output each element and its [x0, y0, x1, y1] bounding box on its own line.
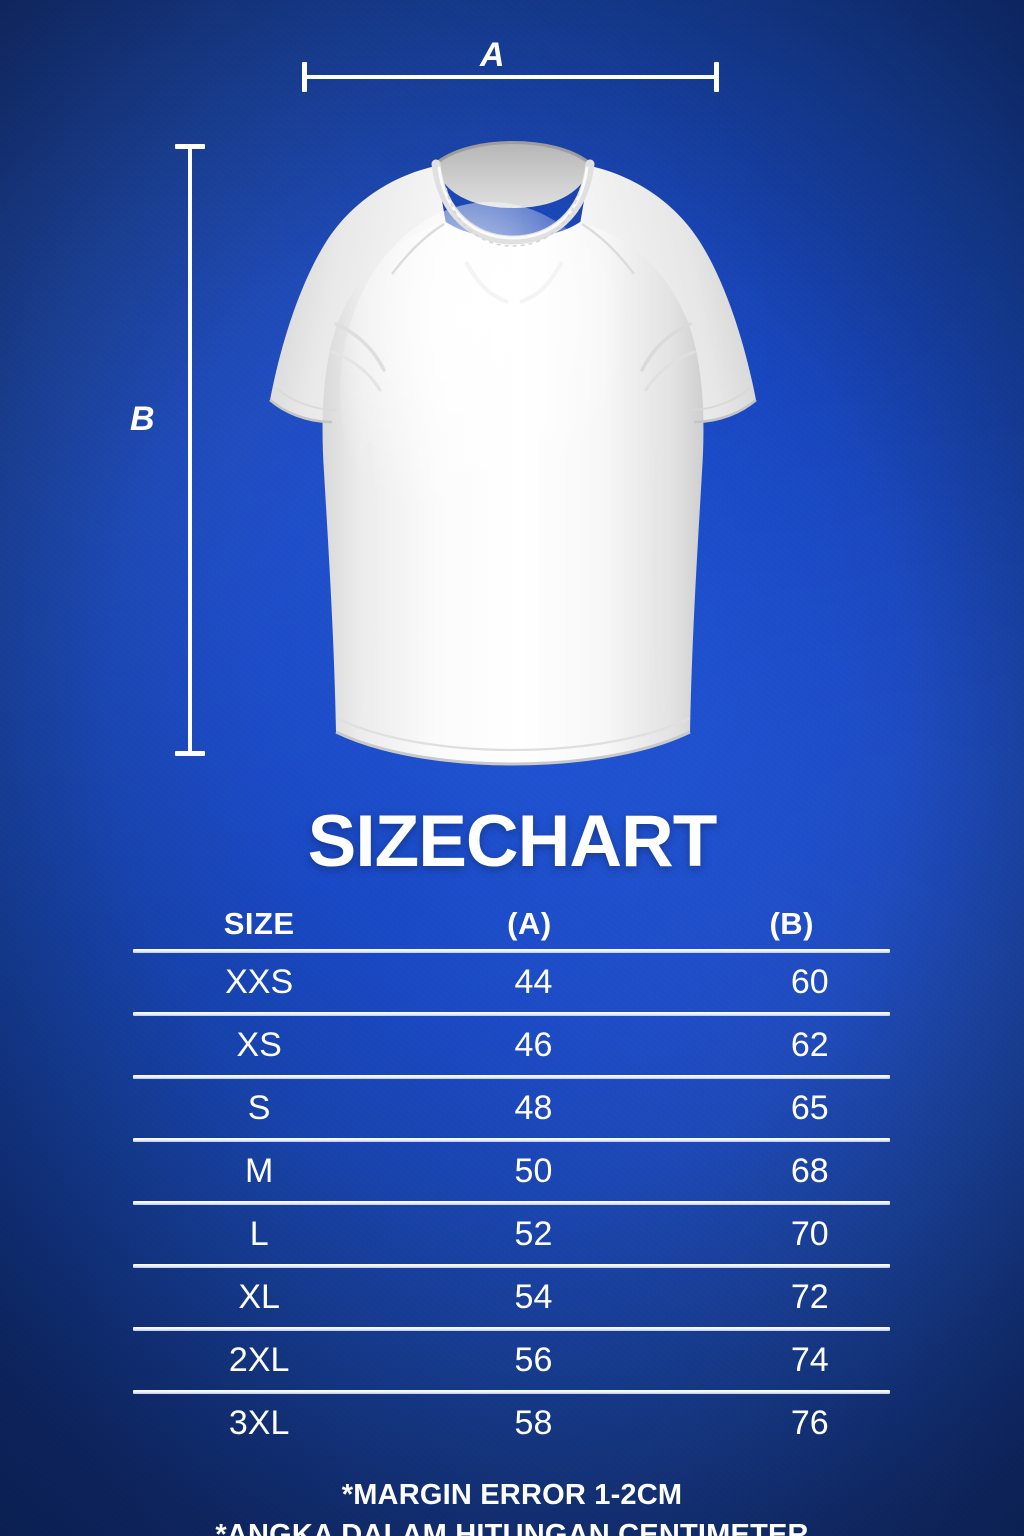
size-table: SIZE (A) (B) XXS 44 60 XS 46 62 S 48 65 …	[133, 900, 890, 1452]
dimension-line-a	[302, 62, 719, 92]
cell-b: 74	[790, 1341, 829, 1379]
column-header-b: (B)	[769, 906, 815, 941]
table-header-row: SIZE (A) (B)	[133, 900, 890, 948]
table-row: XXS 44 60	[133, 954, 890, 1011]
cell-b: 68	[790, 1152, 829, 1190]
cell-a: 44	[514, 963, 553, 1001]
dimension-line-b	[175, 144, 205, 756]
table-divider	[133, 1201, 890, 1205]
table-row: M 50 68	[133, 1143, 890, 1200]
page-title: SIZECHART	[307, 801, 718, 882]
cell-size: XL	[238, 1278, 280, 1316]
cell-b: 72	[790, 1278, 829, 1316]
table-divider	[133, 1264, 890, 1268]
table-divider	[133, 1012, 890, 1016]
table-row: XS 46 62	[133, 1017, 890, 1074]
footnotes: *MARGIN ERROR 1-2CM *ANGKA DALAM HITUNGA…	[0, 1475, 1024, 1536]
column-header-size: SIZE	[223, 906, 295, 941]
cell-size: 2XL	[228, 1341, 290, 1379]
cell-size: XXS	[225, 963, 294, 1001]
table-divider	[133, 1327, 890, 1331]
table-divider	[133, 1390, 890, 1394]
cell-b: 76	[790, 1404, 829, 1442]
table-row: XL 54 72	[133, 1269, 890, 1326]
dimension-label-b: B	[130, 400, 155, 438]
table-divider	[133, 1075, 890, 1079]
cell-a: 58	[514, 1404, 553, 1442]
cell-size: 3XL	[228, 1404, 290, 1442]
cell-size: M	[244, 1152, 274, 1190]
cell-b: 62	[790, 1026, 829, 1064]
cell-size: XS	[236, 1026, 282, 1064]
footnote-margin-error: *MARGIN ERROR 1-2CM	[341, 1479, 683, 1511]
table-row: 2XL 56 74	[133, 1332, 890, 1389]
cell-a: 46	[514, 1026, 553, 1064]
cell-a: 54	[514, 1278, 553, 1316]
cell-b: 65	[790, 1089, 829, 1127]
table-row: S 48 65	[133, 1080, 890, 1137]
cell-b: 60	[790, 963, 829, 1001]
table-divider	[133, 949, 890, 953]
cell-b: 70	[790, 1215, 829, 1253]
cell-size: L	[249, 1215, 269, 1253]
tshirt-image	[240, 112, 786, 772]
cell-a: 48	[514, 1089, 553, 1127]
cell-a: 50	[514, 1152, 553, 1190]
table-divider	[133, 1138, 890, 1142]
column-header-a: (A)	[507, 906, 552, 941]
table-row: 3XL 58 76	[133, 1395, 890, 1452]
dimension-label-a: A	[480, 36, 506, 74]
cell-a: 56	[514, 1341, 553, 1379]
footnote-units: *ANGKA DALAM HITUNGAN CENTIMETER	[215, 1519, 809, 1536]
cell-size: S	[247, 1089, 271, 1127]
cell-a: 52	[514, 1215, 553, 1253]
table-row: L 52 70	[133, 1206, 890, 1263]
